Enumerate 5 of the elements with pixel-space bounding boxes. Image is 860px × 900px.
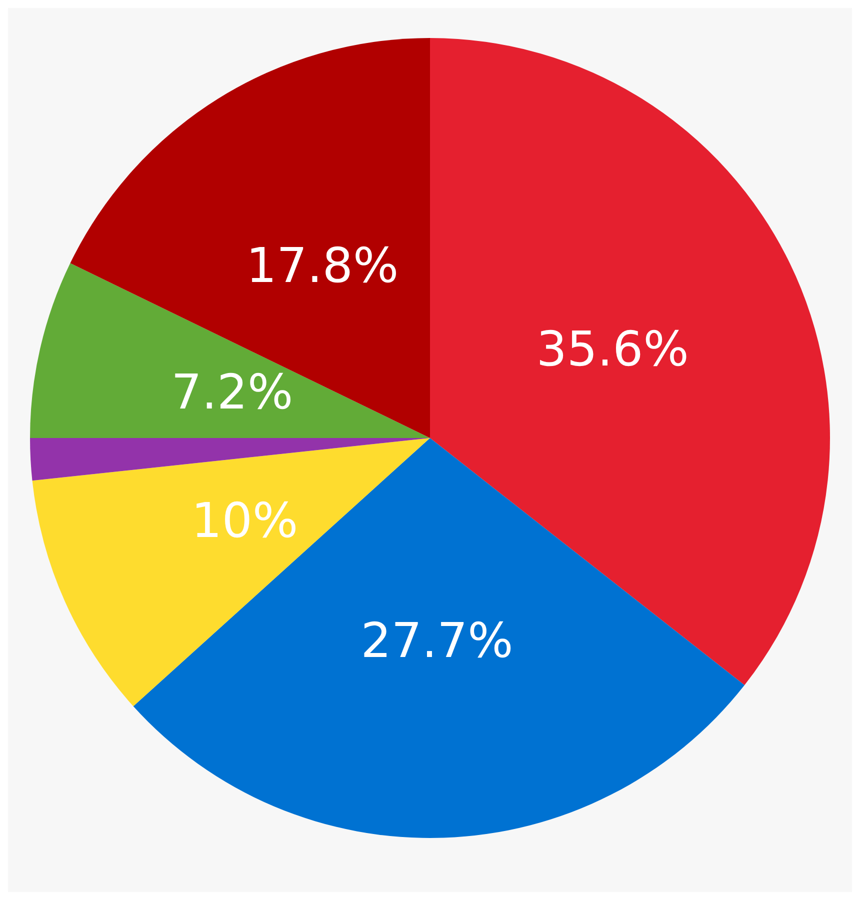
data-label: 17.8%: [246, 238, 399, 294]
data-label: 7.2%: [171, 364, 294, 420]
data-label: 10%: [191, 492, 298, 549]
data-label: 27.7%: [360, 612, 514, 669]
data-label: 35.6%: [536, 321, 689, 378]
